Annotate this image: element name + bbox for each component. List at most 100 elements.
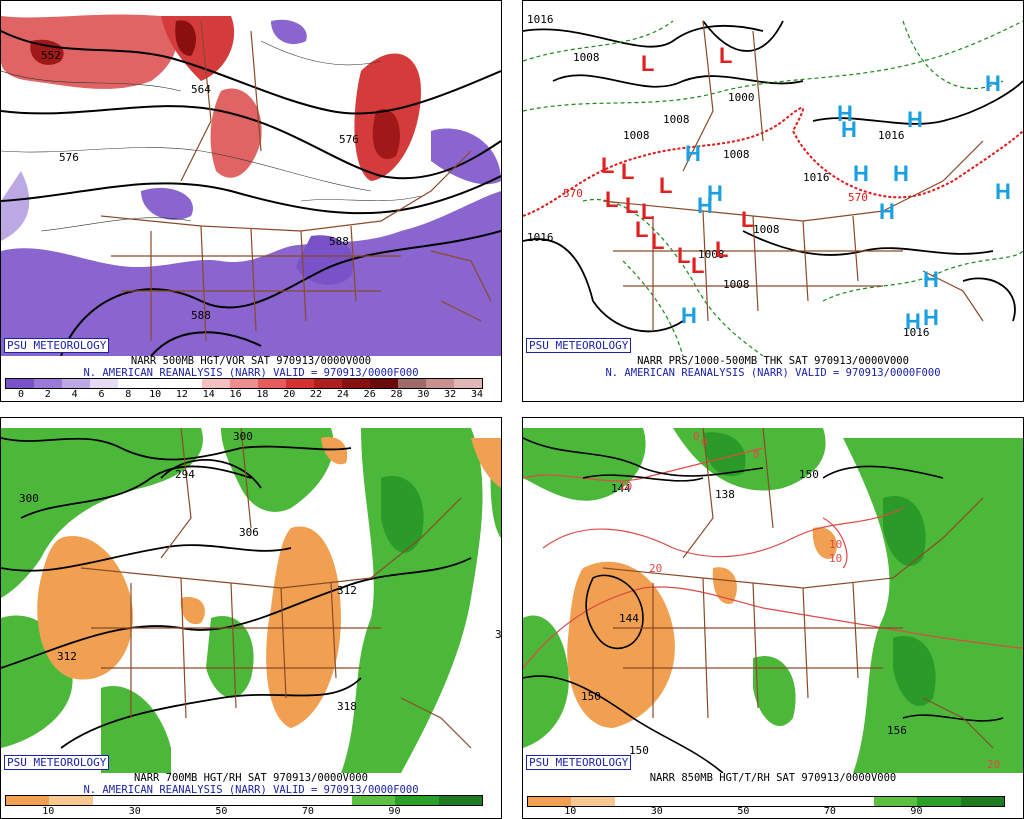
map-pressure: 1016 1008 1000 1008 1008 1008 1016 1008 … bbox=[523, 1, 1023, 356]
isobar-label: 1016 bbox=[903, 326, 930, 339]
contour-label: 312 bbox=[57, 650, 77, 663]
colorbar-swatch bbox=[6, 379, 34, 388]
low-marker: L bbox=[719, 43, 732, 68]
low-marker: L bbox=[621, 159, 634, 184]
colorbar-tick-label: 12 bbox=[175, 389, 188, 400]
colorbar-swatch bbox=[395, 796, 439, 805]
colorbar-swatch bbox=[917, 797, 961, 806]
colorbar bbox=[5, 378, 483, 389]
isobar-label: 1000 bbox=[728, 91, 755, 104]
temp-label: 0 bbox=[693, 430, 700, 443]
colorbar-swatch bbox=[426, 379, 454, 388]
panel-subtitle: N. AMERICAN REANALYSIS (NARR) VALID = 97… bbox=[605, 367, 941, 379]
high-marker: H bbox=[685, 141, 701, 166]
colorbar-swatch bbox=[701, 797, 745, 806]
colorbar-tick-label: 6 bbox=[98, 389, 105, 400]
temp-label: 10 bbox=[829, 538, 842, 551]
contour-label: 150 bbox=[629, 744, 649, 757]
colorbar-swatch bbox=[308, 796, 353, 805]
colorbar-swatch bbox=[342, 379, 370, 388]
panel-title: NARR 850MB HGT/T/RH SAT 970913/0000V000 bbox=[649, 772, 897, 784]
colorbar-swatch bbox=[314, 379, 342, 388]
colorbar-swatch bbox=[222, 796, 266, 805]
contour-label: 318 bbox=[337, 700, 357, 713]
pressure-centers: L L L L L L L L L L L L L L H H H H H H … bbox=[601, 43, 1011, 334]
colorbar-tick-label: 22 bbox=[310, 389, 323, 400]
contour-labels: 552 564 576 576 588 588 bbox=[41, 49, 359, 322]
panel-700mb-rh: 300 294 300 306 312 312 318 3 PSU METEOR… bbox=[0, 417, 502, 819]
panel-title: NARR PRS/1000-500MB THK SAT 970913/0000V… bbox=[637, 355, 909, 367]
low-marker: L bbox=[677, 243, 690, 268]
high-marker: H bbox=[893, 161, 909, 186]
panel-subtitle: N. AMERICAN REANALYSIS (NARR) VALID = 97… bbox=[83, 784, 419, 796]
colorbar-swatch bbox=[528, 797, 572, 806]
colorbar-swatch bbox=[90, 379, 118, 388]
colorbar-swatch bbox=[398, 379, 426, 388]
temp-label: 20 bbox=[987, 758, 1000, 771]
map-700mb: 300 294 300 306 312 312 318 3 bbox=[1, 418, 501, 773]
isobar-label: 1016 bbox=[878, 129, 905, 142]
colorbar-tick-label: 70 bbox=[301, 806, 314, 817]
psu-meteorology-label: PSU METEOROLOGY bbox=[4, 338, 110, 353]
colorbar-tick-label: 28 bbox=[390, 389, 403, 400]
colorbar bbox=[527, 796, 1005, 807]
contour-label: 564 bbox=[191, 83, 211, 96]
colorbar-swatch bbox=[34, 379, 62, 388]
thickness-label: 570 bbox=[563, 187, 583, 200]
colorbar-tick-label: 16 bbox=[229, 389, 242, 400]
contour-label: 144 bbox=[611, 482, 631, 495]
colorbar-tick-label: 10 bbox=[42, 806, 55, 817]
colorbar-tick-label: 4 bbox=[71, 389, 78, 400]
colorbar-tick-label: 0 bbox=[17, 389, 25, 400]
colorbar-tick-label: 90 bbox=[388, 806, 401, 817]
colorbar-swatch bbox=[135, 796, 180, 805]
low-marker: L bbox=[641, 199, 654, 224]
colorbar-swatch bbox=[614, 797, 658, 806]
panel-subtitle: N. AMERICAN REANALYSIS (NARR) VALID = 97… bbox=[83, 367, 419, 379]
high-marker: H bbox=[837, 101, 853, 126]
low-marker: L bbox=[651, 229, 664, 254]
high-marker: H bbox=[707, 181, 723, 206]
colorbar-ticks: 10 30 50 70 90 bbox=[1, 806, 501, 818]
colorbar-swatch bbox=[62, 379, 90, 388]
colorbar-swatch bbox=[6, 796, 50, 805]
colorbar-swatch bbox=[258, 379, 286, 388]
isobar-label: 1008 bbox=[723, 278, 750, 291]
colorbar-tick-label: 34 bbox=[470, 389, 484, 400]
high-marker: H bbox=[985, 71, 1001, 96]
low-marker: L bbox=[691, 253, 704, 278]
contour-label: 552 bbox=[41, 49, 61, 62]
colorbar-tick-label: 30 bbox=[417, 389, 430, 400]
low-marker: L bbox=[641, 51, 654, 76]
contour-label: 300 bbox=[233, 430, 253, 443]
colorbar-tick-label: 32 bbox=[444, 389, 457, 400]
colorbar-tick-label: 50 bbox=[737, 806, 750, 817]
colorbar-tick-label: 50 bbox=[215, 806, 228, 817]
high-marker: H bbox=[681, 303, 697, 328]
colorbar-swatch bbox=[146, 379, 174, 388]
isobar-label: 1008 bbox=[573, 51, 600, 64]
colorbar-swatch bbox=[438, 796, 482, 805]
colorbar-swatch bbox=[787, 797, 831, 806]
low-marker: L bbox=[659, 173, 672, 198]
contour-label: 294 bbox=[175, 468, 195, 481]
colorbar-swatch bbox=[174, 379, 202, 388]
contour-label: 144 bbox=[619, 612, 639, 625]
colorbar-swatch bbox=[744, 797, 788, 806]
high-marker: H bbox=[907, 107, 923, 132]
temp-label: 20 bbox=[649, 562, 662, 575]
contour-label: 150 bbox=[581, 690, 601, 703]
colorbar-swatch bbox=[265, 796, 309, 805]
contour-label: 156 bbox=[887, 724, 907, 737]
colorbar-tick-label: 10 bbox=[564, 806, 577, 817]
high-marker: H bbox=[923, 267, 939, 292]
colorbar-tick-label: 8 bbox=[125, 389, 132, 400]
colorbar-ticks: 0 2 4 6 8 10 12 14 16 18 20 22 24 26 28 30 32 34 bbox=[1, 389, 501, 401]
colorbar-tick-label: 30 bbox=[650, 806, 663, 817]
contour-label: 138 bbox=[715, 488, 735, 501]
high-marker: H bbox=[841, 117, 857, 142]
low-marker: L bbox=[741, 207, 754, 232]
colorbar-swatch bbox=[571, 797, 615, 806]
contour-label: 588 bbox=[329, 235, 349, 248]
psu-meteorology-label: PSU METEOROLOGY bbox=[526, 755, 632, 770]
